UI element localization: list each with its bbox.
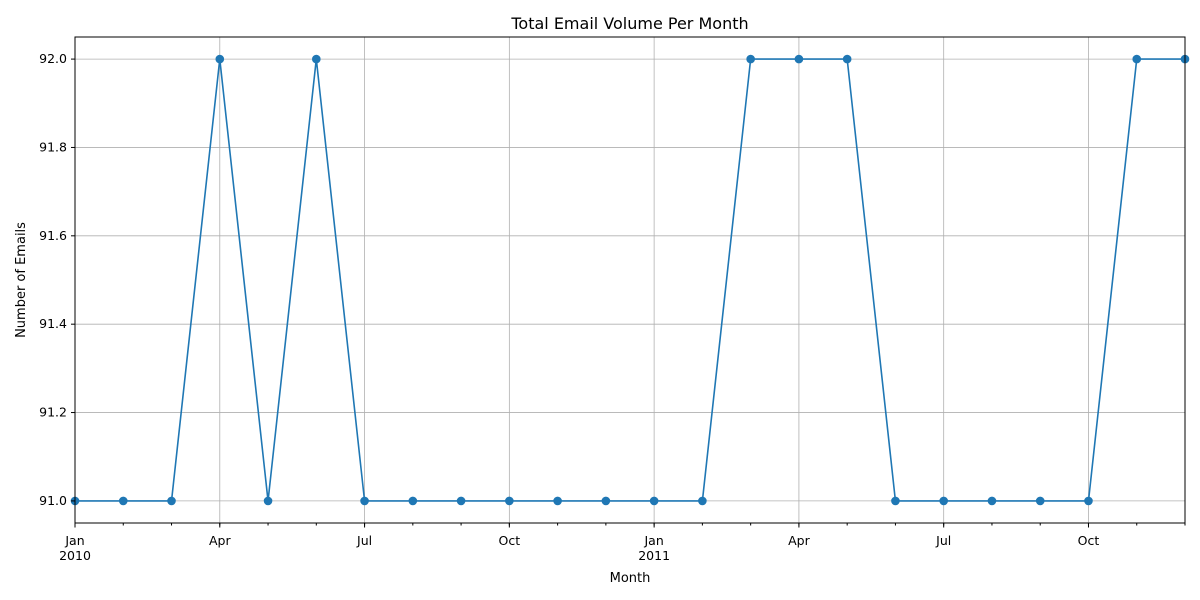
series-layer: [70, 54, 1190, 506]
data-point: [601, 496, 611, 506]
data-point: [1132, 54, 1142, 64]
y-tick-label: 91.4: [39, 316, 67, 331]
series-line: [75, 58, 1185, 502]
x-tick-label: Apr: [788, 533, 810, 548]
data-point: [1035, 496, 1045, 506]
data-point: [360, 496, 369, 506]
data-point: [505, 496, 514, 506]
y-tick-label: 91.8: [39, 139, 67, 154]
y-tick-label: 92.0: [39, 51, 67, 66]
x-tick-year-label: 2011: [638, 548, 670, 563]
x-tick-label: Jan: [643, 533, 663, 548]
x-tick-label: Oct: [499, 533, 521, 548]
x-tick-label: Jul: [935, 533, 951, 548]
x-tick-year-label: 2010: [59, 548, 91, 563]
data-point: [842, 54, 852, 64]
data-point: [1084, 496, 1093, 506]
x-tick-label: Jul: [356, 533, 372, 548]
data-point: [698, 496, 707, 506]
data-point: [794, 54, 804, 64]
y-tick-label: 91.0: [39, 493, 67, 508]
data-point: [215, 54, 225, 64]
y-tick-label: 91.6: [39, 228, 67, 243]
data-point: [891, 496, 900, 506]
x-tick-label: Jan: [64, 533, 84, 548]
y-axis-label: Number of Emails: [14, 222, 29, 338]
y-tick-label: 91.2: [39, 405, 67, 420]
x-tick-label: Apr: [209, 533, 231, 548]
data-point: [987, 496, 997, 506]
chart-title: Total Email Volume Per Month: [510, 14, 748, 33]
data-point: [649, 496, 659, 506]
x-tick-label: Oct: [1078, 533, 1100, 548]
data-point: [553, 496, 562, 506]
data-point: [167, 496, 176, 506]
data-point: [263, 496, 273, 506]
grid: [74, 37, 1185, 523]
plot-frame: [74, 36, 1186, 524]
data-point: [408, 496, 418, 506]
data-point: [312, 54, 321, 64]
data-point: [746, 54, 755, 64]
data-point: [456, 496, 466, 506]
data-point: [939, 496, 948, 506]
x-axis-label: Month: [610, 571, 651, 586]
data-point: [118, 496, 128, 506]
